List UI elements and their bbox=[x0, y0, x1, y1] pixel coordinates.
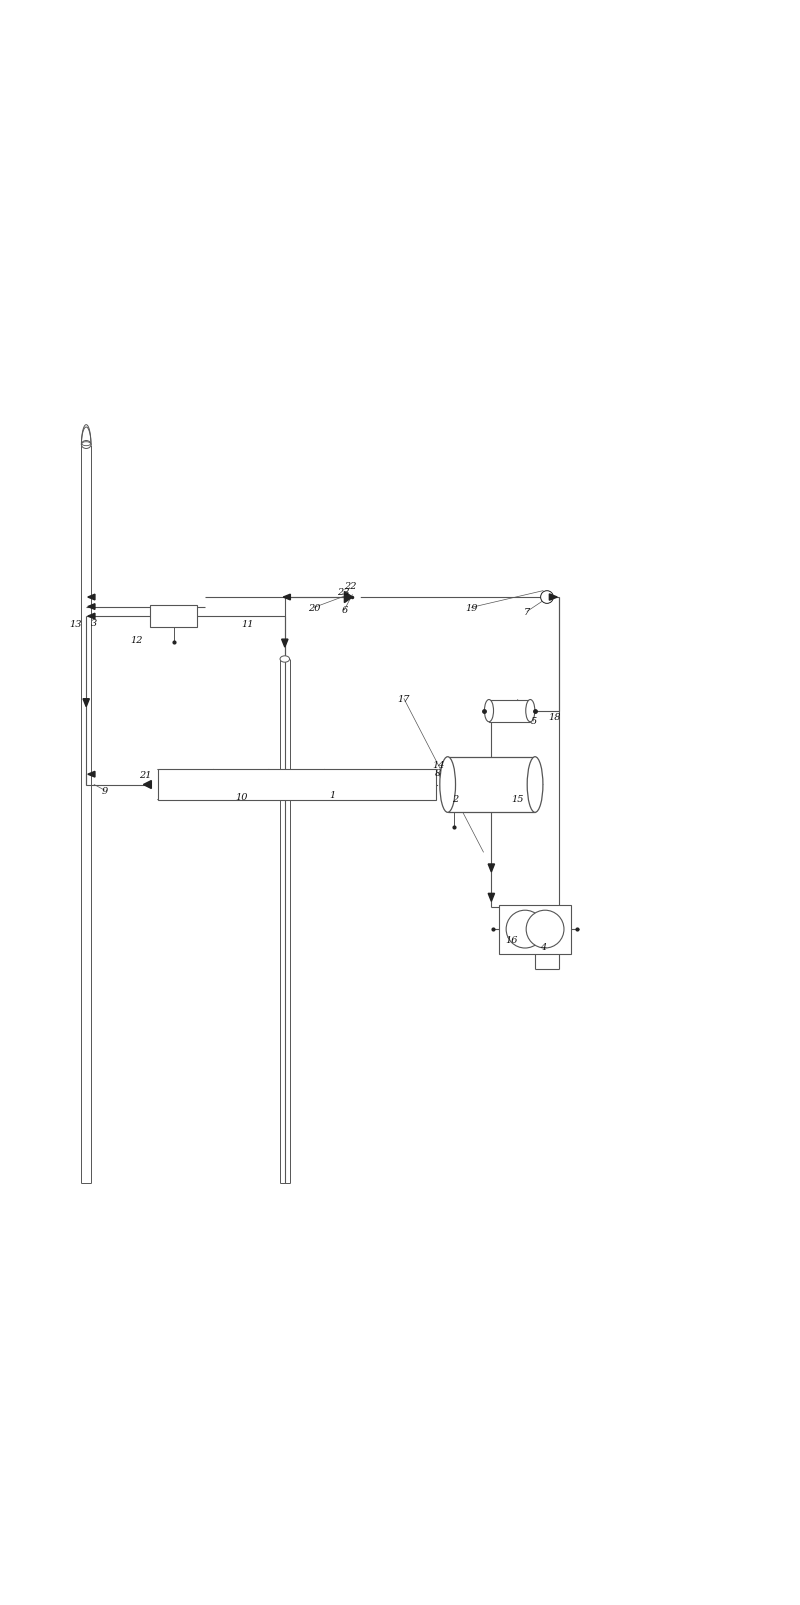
Bar bbox=[448, 758, 535, 812]
Polygon shape bbox=[143, 782, 151, 790]
Text: 1: 1 bbox=[330, 790, 335, 799]
Bar bbox=[150, 605, 198, 628]
Text: 10: 10 bbox=[235, 793, 247, 801]
Text: 6: 6 bbox=[342, 605, 347, 615]
Ellipse shape bbox=[440, 758, 455, 812]
Ellipse shape bbox=[280, 656, 290, 663]
Text: 12: 12 bbox=[130, 636, 142, 644]
Ellipse shape bbox=[526, 700, 535, 722]
Polygon shape bbox=[88, 605, 95, 610]
Polygon shape bbox=[344, 592, 352, 603]
Text: 7: 7 bbox=[524, 607, 530, 616]
Circle shape bbox=[506, 910, 544, 949]
Text: 18: 18 bbox=[549, 713, 561, 722]
Text: 22: 22 bbox=[345, 583, 357, 591]
Polygon shape bbox=[488, 894, 494, 902]
Text: 23: 23 bbox=[337, 587, 349, 597]
Text: 19: 19 bbox=[466, 603, 478, 613]
Polygon shape bbox=[550, 594, 558, 600]
Text: 16: 16 bbox=[505, 936, 518, 944]
Polygon shape bbox=[282, 640, 288, 648]
Text: 11: 11 bbox=[242, 620, 254, 629]
Text: 13: 13 bbox=[70, 620, 82, 629]
Polygon shape bbox=[88, 613, 95, 620]
Text: 3: 3 bbox=[91, 618, 98, 628]
Circle shape bbox=[526, 910, 564, 949]
Ellipse shape bbox=[82, 441, 91, 449]
Polygon shape bbox=[88, 595, 95, 600]
Circle shape bbox=[541, 591, 554, 603]
Text: 17: 17 bbox=[398, 695, 410, 703]
Text: 5: 5 bbox=[530, 717, 537, 725]
Text: 9: 9 bbox=[102, 786, 107, 794]
Polygon shape bbox=[488, 865, 494, 873]
Ellipse shape bbox=[485, 700, 494, 722]
Polygon shape bbox=[283, 595, 290, 600]
Ellipse shape bbox=[82, 443, 90, 446]
Polygon shape bbox=[83, 700, 90, 708]
Bar bbox=[158, 770, 436, 801]
Ellipse shape bbox=[527, 758, 543, 812]
Text: 15: 15 bbox=[511, 794, 524, 802]
Text: 2: 2 bbox=[453, 794, 458, 802]
Text: 20: 20 bbox=[308, 603, 321, 613]
Bar bbox=[499, 905, 570, 953]
Polygon shape bbox=[352, 592, 360, 603]
Bar bbox=[489, 700, 530, 722]
Text: 4: 4 bbox=[540, 942, 546, 952]
Text: 21: 21 bbox=[139, 770, 152, 778]
Polygon shape bbox=[88, 772, 95, 777]
Text: 8: 8 bbox=[435, 769, 442, 777]
Text: 14: 14 bbox=[432, 761, 444, 770]
